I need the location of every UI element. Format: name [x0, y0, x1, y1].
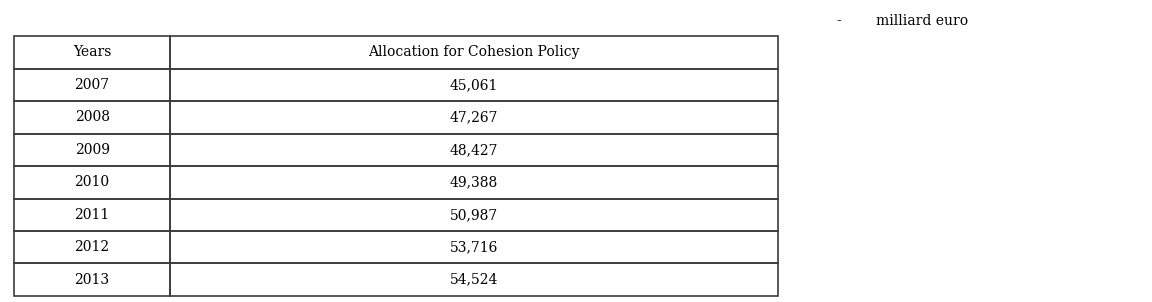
Bar — [170, 133, 778, 166]
Bar — [170, 166, 778, 199]
Text: 2009: 2009 — [75, 143, 109, 157]
Text: 2010: 2010 — [75, 175, 109, 189]
Text: 2012: 2012 — [75, 240, 109, 254]
Text: Years: Years — [73, 46, 112, 59]
Bar — [170, 69, 778, 101]
Text: 49,388: 49,388 — [450, 175, 498, 189]
Bar — [170, 231, 778, 263]
Text: Allocation for Cohesion Policy: Allocation for Cohesion Policy — [369, 46, 579, 59]
Bar — [14, 101, 170, 133]
Bar — [14, 263, 170, 296]
Text: 50,987: 50,987 — [450, 208, 498, 222]
Text: 54,524: 54,524 — [449, 273, 498, 287]
Bar — [170, 36, 778, 69]
Bar — [14, 69, 170, 101]
Bar — [170, 199, 778, 231]
Bar — [170, 101, 778, 133]
Text: 45,061: 45,061 — [449, 78, 498, 92]
Bar — [14, 231, 170, 263]
Text: 47,267: 47,267 — [449, 111, 499, 124]
Bar — [14, 199, 170, 231]
Bar — [170, 263, 778, 296]
Text: 2013: 2013 — [75, 273, 109, 287]
Text: 48,427: 48,427 — [449, 143, 499, 157]
Text: 53,716: 53,716 — [449, 240, 498, 254]
Text: milliard euro: milliard euro — [876, 14, 968, 28]
Text: -: - — [836, 14, 841, 28]
Bar — [14, 36, 170, 69]
Bar — [14, 133, 170, 166]
Text: 2007: 2007 — [75, 78, 109, 92]
Bar — [14, 166, 170, 199]
Text: 2011: 2011 — [75, 208, 109, 222]
Text: 2008: 2008 — [75, 111, 109, 124]
